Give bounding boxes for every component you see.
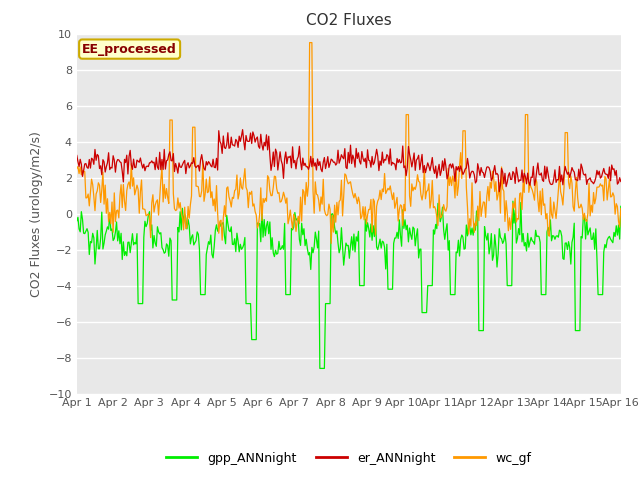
Title: CO2 Fluxes: CO2 Fluxes (306, 13, 392, 28)
Y-axis label: CO2 Fluxes (urology/m2/s): CO2 Fluxes (urology/m2/s) (30, 131, 43, 297)
Legend: gpp_ANNnight, er_ANNnight, wc_gf: gpp_ANNnight, er_ANNnight, wc_gf (161, 447, 536, 469)
Text: EE_processed: EE_processed (82, 43, 177, 56)
